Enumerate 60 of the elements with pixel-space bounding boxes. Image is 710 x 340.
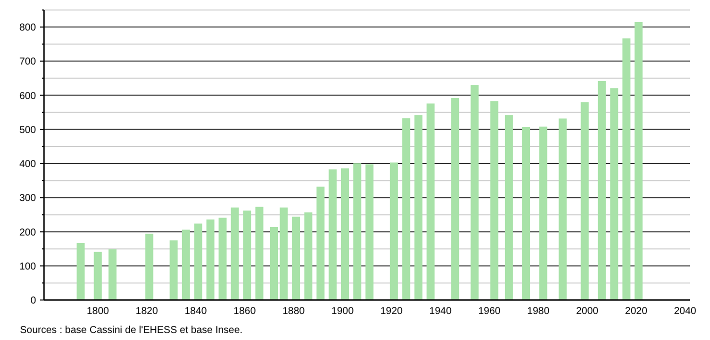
bar bbox=[304, 212, 312, 300]
bar bbox=[558, 118, 567, 300]
bar bbox=[340, 168, 349, 300]
x-tick-label: 2000 bbox=[576, 306, 599, 317]
bar bbox=[490, 101, 498, 300]
x-tick-label: 2040 bbox=[674, 306, 697, 317]
bar bbox=[194, 224, 202, 300]
bar bbox=[270, 226, 278, 300]
bar bbox=[539, 126, 548, 300]
bar bbox=[230, 208, 239, 300]
y-tick-label: 100 bbox=[19, 261, 36, 272]
y-tick-label: 600 bbox=[19, 90, 36, 102]
bar bbox=[255, 206, 264, 300]
y-tick-label: 300 bbox=[19, 193, 36, 204]
bar bbox=[598, 80, 606, 300]
bar bbox=[218, 218, 227, 300]
y-tick-label: 200 bbox=[19, 227, 36, 238]
x-tick-label: 2020 bbox=[625, 306, 648, 317]
bar bbox=[328, 169, 337, 300]
x-tick-label: 1820 bbox=[136, 306, 158, 317]
y-tick-label: 400 bbox=[19, 159, 36, 170]
x-tick-label: 1880 bbox=[282, 306, 306, 317]
bar bbox=[451, 98, 460, 300]
x-tick-label: 1960 bbox=[478, 306, 501, 317]
x-tick-label: 1800 bbox=[86, 306, 110, 317]
bar bbox=[580, 102, 589, 300]
x-tick-label: 1860 bbox=[234, 306, 256, 317]
bar bbox=[522, 127, 530, 300]
bar bbox=[365, 164, 374, 300]
bar bbox=[292, 216, 300, 300]
bar bbox=[316, 186, 325, 300]
bar bbox=[280, 208, 288, 300]
bar bbox=[243, 210, 252, 300]
bar bbox=[94, 252, 102, 300]
x-tick-label: 1900 bbox=[331, 306, 354, 317]
bar bbox=[390, 162, 398, 300]
bar bbox=[145, 234, 154, 300]
y-tick-label: 500 bbox=[19, 124, 36, 136]
bar bbox=[634, 22, 643, 300]
x-tick-label: 1940 bbox=[429, 306, 452, 317]
bar bbox=[610, 88, 618, 300]
bar bbox=[353, 163, 362, 300]
y-tick-label: 700 bbox=[19, 56, 36, 68]
bar bbox=[504, 115, 513, 300]
bar bbox=[170, 240, 178, 300]
bar bbox=[76, 243, 85, 300]
bar bbox=[108, 249, 117, 300]
y-tick-label: 800 bbox=[19, 22, 36, 34]
x-tick-label: 1980 bbox=[527, 306, 550, 317]
bar bbox=[470, 85, 479, 300]
bar bbox=[206, 219, 214, 300]
bar bbox=[622, 38, 630, 300]
bar bbox=[402, 118, 410, 300]
bar bbox=[182, 230, 190, 300]
x-tick-label: 1920 bbox=[380, 306, 404, 317]
bar bbox=[414, 115, 422, 300]
source-note: Sources : base Cassini de l'EHESS et base Insee. bbox=[20, 325, 243, 336]
y-tick-label: 0 bbox=[30, 296, 36, 306]
x-tick-label: 1840 bbox=[184, 306, 208, 317]
bar bbox=[426, 103, 435, 300]
